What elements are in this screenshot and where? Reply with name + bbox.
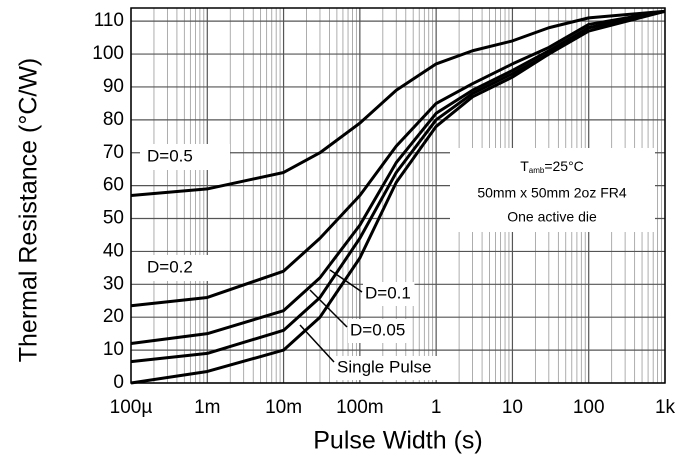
y-tick-label: 110 (94, 10, 124, 31)
series-label: D=0.5 (147, 146, 193, 165)
y-tick-label: 10 (103, 339, 124, 360)
y-tick-label: 90 (103, 76, 124, 97)
x-tick-label: 1m (194, 397, 220, 418)
leader-line (299, 324, 335, 363)
annotation-text: One active die (507, 209, 597, 225)
annotation-part: amb (529, 166, 545, 175)
x-tick-label: 100µ (110, 397, 153, 418)
x-tick-label: 1k (655, 397, 676, 418)
label-bg (363, 282, 415, 306)
x-tick-label: 1 (431, 397, 442, 418)
label-bg (140, 255, 225, 281)
y-tick-label: 50 (103, 208, 124, 229)
y-axis-title: Thermal Resistance (°C/W) (15, 58, 43, 363)
annotation-text: Tamb=25°C (520, 158, 584, 175)
annotation-part: =25°C (544, 158, 583, 174)
annotation-text: 50mm x 50mm 2oz FR4 (477, 185, 627, 201)
annotation-box (450, 148, 655, 232)
leader-line (329, 269, 363, 293)
x-tick-label: 100m (336, 397, 384, 418)
y-tick-label: 70 (103, 142, 124, 163)
annotation-part: T (520, 158, 529, 174)
series-line (130, 9, 666, 197)
label-bg (335, 356, 453, 380)
x-tick-label: 10m (265, 397, 302, 418)
y-tick-label: 20 (103, 306, 124, 327)
series-label: D=0.2 (147, 257, 193, 276)
series-label: Single Pulse (337, 357, 432, 376)
x-tick-label: 100 (573, 397, 605, 418)
label-bg (348, 319, 409, 343)
annotation: Tamb=25°C 50mm x 50mm 2oz FR4 One active d… (450, 148, 655, 232)
y-tick-label: 40 (103, 240, 124, 261)
series-line (130, 9, 666, 346)
y-tick-label: 30 (103, 273, 124, 294)
y-tick-label: 80 (103, 109, 124, 130)
series-line (130, 9, 666, 308)
y-tick-label: 0 (113, 372, 124, 393)
y-tick-label: 60 (103, 175, 124, 196)
leader-line (309, 289, 348, 328)
series-label: D=0.1 (365, 283, 411, 302)
series-label: D=0.05 (350, 320, 405, 339)
x-tick-label: 10 (502, 397, 523, 418)
series-line (130, 9, 666, 385)
x-axis-title: Pulse Width (s) (313, 427, 482, 455)
label-bg (140, 144, 230, 170)
y-tick-label: 100 (92, 43, 124, 64)
